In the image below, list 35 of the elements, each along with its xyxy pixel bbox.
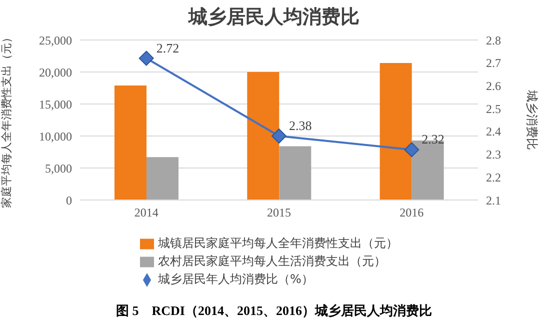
x-tick-label: 2015 [267, 206, 291, 220]
bar [114, 85, 146, 200]
chart-title: 城乡居民人均消费比 [188, 6, 360, 28]
data-label: 2.32 [422, 132, 444, 147]
y-tick-label: 0 [66, 193, 72, 208]
y2-tick-label: 2.3 [486, 148, 501, 162]
caption: 图 5 RCDI（2014、2015、2016）城乡居民人均消费比 [115, 302, 433, 320]
legend-label: 农村居民家庭平均每人生活消费支出（元） [158, 254, 386, 268]
bar [380, 63, 412, 200]
data-label: 2.72 [156, 40, 180, 56]
y2-tick-label: 2.2 [486, 170, 501, 184]
bar [247, 72, 280, 200]
y-tick-label: 5,000 [45, 161, 72, 176]
y-axis-title: 家庭平均每人全年消费性支出（元） [0, 32, 13, 208]
x-tick-label: 2014 [134, 206, 158, 220]
y2-tick-label: 2.1 [486, 193, 501, 208]
point [404, 142, 420, 158]
y2-tick-label: 2.8 [486, 33, 501, 48]
point [272, 128, 286, 144]
y-tick-label: 15,000 [39, 97, 72, 112]
bar [146, 157, 178, 200]
data-label: 2.38 [289, 118, 312, 133]
point [138, 50, 154, 66]
legend-label: 城乡居民年人均消费比（%） [158, 272, 314, 286]
x-tick-label: 2016 [400, 206, 424, 220]
y2-tick-label: 2.5 [486, 102, 501, 116]
y2-tick-label: 2.7 [486, 56, 501, 70]
legend-label: 城镇居民家庭平均每人全年消费性支出（元） [158, 236, 398, 250]
y-tick-label: 25,000 [39, 33, 72, 48]
y-tick-label: 20,000 [39, 65, 72, 80]
y2-axis-title: 城乡消费比 [524, 89, 539, 150]
y2-tick-label: 2.6 [486, 78, 501, 93]
y-tick-label: 10,000 [39, 129, 72, 144]
y2-tick-label: 2.4 [486, 124, 501, 139]
bar [279, 146, 312, 200]
